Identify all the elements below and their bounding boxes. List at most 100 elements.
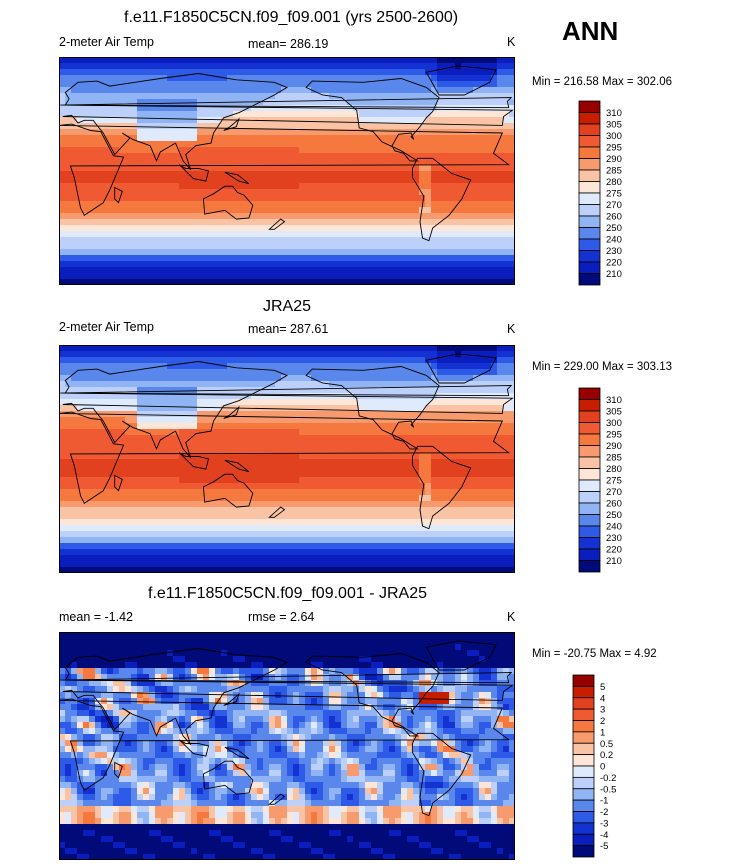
colorbar-swatch [572, 799, 595, 812]
colorbar-swatch [578, 158, 601, 171]
colorbar-swatch [572, 788, 595, 801]
colorbar-label: 260 [606, 499, 622, 510]
colorbar-label: 310 [606, 108, 622, 119]
season-label: ANN [562, 16, 619, 46]
colorbar-swatch [578, 502, 601, 515]
panel-2-map [59, 345, 515, 573]
colorbar-swatch [578, 479, 601, 492]
colorbar-label: -1 [600, 796, 608, 807]
colorbar-swatch [578, 433, 601, 446]
colorbar-swatch [578, 204, 601, 217]
colorbar-swatch [572, 720, 595, 733]
colorbar-label: 275 [606, 189, 622, 200]
panel-2-mean-label: mean= 287.61 [248, 322, 329, 336]
panel-1-minmax: Min = 216.58 Max = 302.06 [532, 76, 673, 88]
colorbar-label: 4 [600, 693, 605, 704]
colorbar-label: 0.2 [600, 750, 613, 761]
colorbar-swatch [578, 112, 601, 125]
colorbar-swatch [572, 822, 595, 835]
panel-1-colorbar: 3103053002952902852802752702602502402302… [578, 100, 622, 286]
colorbar-label: 240 [606, 235, 622, 246]
panel-1-units: K [507, 35, 516, 49]
colorbar-label: -3 [600, 818, 608, 829]
colorbar-label: 280 [606, 464, 622, 475]
colorbar-swatch [578, 100, 601, 113]
panel-1-title: f.e11.F1850C5CN.f09_f09.001 (yrs 2500-26… [124, 9, 459, 26]
colorbar-label: 295 [606, 430, 622, 441]
colorbar-swatch [578, 135, 601, 148]
colorbar-swatch [572, 754, 595, 767]
map-field [59, 632, 515, 860]
colorbar-label: 300 [606, 131, 622, 142]
colorbar-label: 270 [606, 200, 622, 211]
colorbar-label: 0 [600, 762, 605, 773]
colorbar-label: 1 [600, 727, 605, 738]
colorbar-swatch [572, 742, 595, 756]
colorbar-label: 240 [606, 522, 622, 533]
colorbar-swatch [578, 548, 601, 561]
coastlines [59, 640, 514, 817]
colorbar-swatch [578, 146, 601, 159]
colorbar-label: 275 [606, 476, 622, 487]
colorbar-label: 285 [606, 453, 622, 464]
colorbar-label: 290 [606, 441, 622, 452]
colorbar-swatch [578, 445, 601, 458]
colorbar-label: 3 [600, 705, 605, 716]
colorbar-label: 5 [600, 682, 605, 693]
colorbar-swatch [578, 181, 601, 194]
colorbar-label: 305 [606, 120, 622, 131]
panel-1-map [59, 57, 515, 285]
colorbar-swatch [572, 833, 595, 847]
colorbar-swatch [572, 674, 595, 687]
colorbar-swatch [572, 765, 595, 778]
colorbar-swatch [578, 399, 601, 412]
colorbar-label: -0.5 [600, 784, 616, 795]
panel-3-minmax: Min = -20.75 Max = 4.92 [532, 648, 657, 660]
colorbar-swatch [578, 387, 601, 400]
colorbar-swatch [578, 468, 601, 481]
colorbar-swatch [578, 261, 601, 274]
panel-1-mean-label: mean= 286.19 [248, 37, 329, 51]
panel-3-map [59, 632, 515, 860]
colorbar-label: 2 [600, 716, 605, 727]
colorbar-label: 220 [606, 545, 622, 556]
colorbar-swatch [572, 708, 595, 721]
colorbar-label: -4 [600, 830, 608, 841]
colorbar-swatch [578, 273, 601, 286]
map-field [59, 345, 515, 573]
colorbar-label: 270 [606, 487, 622, 498]
colorbar-label: 210 [606, 269, 622, 280]
colorbar-swatch [578, 410, 601, 423]
colorbar-swatch [578, 169, 601, 182]
colorbar-label: 300 [606, 418, 622, 429]
panel-3-mean-label: mean = -1.42 [59, 610, 134, 624]
colorbar-label: 310 [606, 395, 622, 406]
coastlines [59, 353, 514, 530]
colorbar-label: 280 [606, 177, 622, 188]
colorbar-label: -5 [600, 841, 608, 852]
colorbar-swatch [572, 731, 595, 744]
panel-1-variable-label: 2-meter Air Temp [59, 35, 154, 49]
colorbar-swatch [578, 192, 601, 205]
colorbar-swatch [572, 811, 595, 824]
panel-2-variable-label: 2-meter Air Temp [59, 320, 154, 334]
colorbar-swatch [572, 845, 595, 858]
colorbar-swatch [578, 514, 601, 527]
colorbar-swatch [572, 776, 595, 790]
colorbar-swatch [578, 215, 601, 228]
colorbar-swatch [578, 238, 601, 251]
colorbar-label: 260 [606, 212, 622, 223]
colorbar-swatch [578, 422, 601, 435]
colorbar-label: 220 [606, 258, 622, 269]
coastlines [59, 65, 514, 242]
colorbar-label: -0.2 [600, 773, 616, 784]
colorbar-label: 295 [606, 143, 622, 154]
colorbar-swatch [578, 537, 601, 550]
panel-2-units: K [507, 322, 516, 336]
colorbar-label: 210 [606, 556, 622, 567]
panel-2-title: JRA25 [263, 298, 312, 315]
colorbar-swatch [572, 697, 595, 710]
colorbar-label: 0.5 [600, 739, 613, 750]
map-field [59, 57, 515, 285]
colorbar-label: 285 [606, 166, 622, 177]
